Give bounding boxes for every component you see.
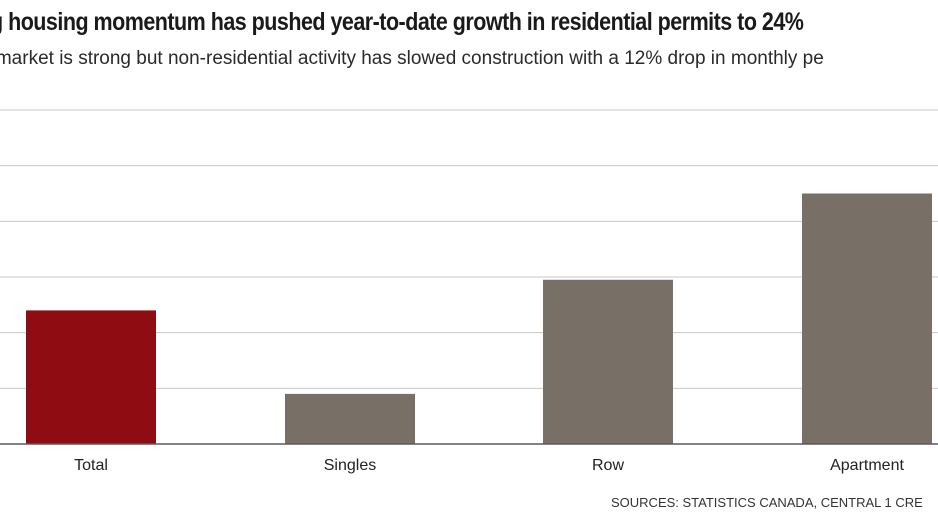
gridlines xyxy=(0,109,938,389)
chart-title: g housing momentum has pushed year-to-da… xyxy=(0,8,804,36)
source-note: SOURCES: STATISTICS CANADA, CENTRAL 1 CR… xyxy=(611,495,923,510)
category-labels: Total Singles Row Apartment xyxy=(74,457,904,474)
bar-apartment xyxy=(802,193,932,444)
bar-total xyxy=(26,310,156,444)
x-tick-label: Total xyxy=(74,457,108,474)
x-tick-label: Row xyxy=(592,457,624,474)
bar-singles xyxy=(285,393,415,444)
x-tick-label: Apartment xyxy=(830,457,904,474)
bar-row xyxy=(543,279,673,444)
x-tick-label: Singles xyxy=(324,457,376,474)
bars xyxy=(26,193,932,444)
chart-subtitle: g market is strong but non-residential a… xyxy=(0,48,824,69)
